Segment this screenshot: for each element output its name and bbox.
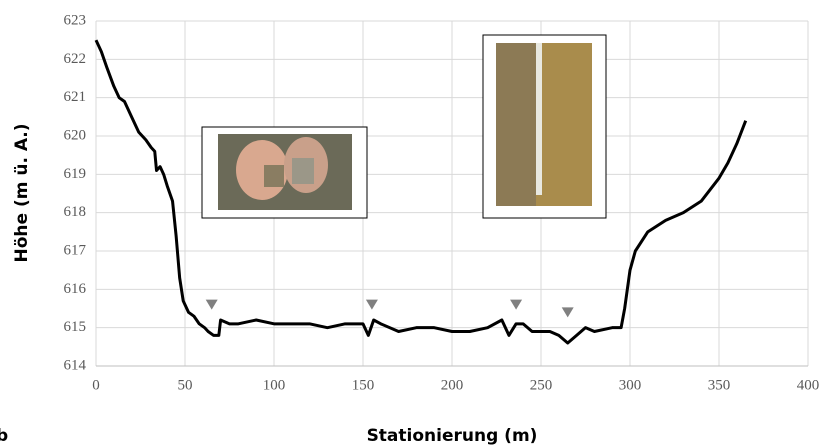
x-tick-label: 50 (178, 377, 193, 393)
y-tick-label: 614 (64, 357, 87, 373)
marker (366, 300, 378, 310)
panel-label: b (0, 426, 8, 446)
x-axis-label: Stationierung (m) (367, 426, 538, 446)
x-tick-label: 250 (530, 377, 553, 393)
y-tick-label: 621 (64, 89, 87, 105)
y-tick-label: 616 (64, 281, 87, 297)
profile-line (96, 40, 746, 343)
marker (206, 300, 218, 310)
y-tick-label: 618 (64, 204, 87, 220)
photo-hands (202, 127, 367, 218)
marker (510, 300, 522, 310)
y-tick-label: 623 (64, 12, 87, 28)
y-tick-label: 617 (64, 242, 87, 258)
y-tick-label: 615 (64, 319, 87, 335)
y-tick-label: 619 (64, 166, 87, 182)
photo-rod (483, 35, 606, 218)
x-tick-label: 150 (352, 377, 375, 393)
y-tick-label: 622 (64, 51, 87, 67)
plot-area: 614 615 616 617 618 619 620 621 622 623 0 50 100 150 2… (64, 12, 820, 393)
x-tick-label: 200 (441, 377, 464, 393)
marker (562, 307, 574, 317)
x-tick-label: 300 (619, 377, 642, 393)
x-tick-label: 0 (92, 377, 100, 393)
x-tick-label: 400 (797, 377, 820, 393)
x-tick-label: 350 (708, 377, 731, 393)
y-axis-label: Höhe (m ü. A.) (12, 123, 32, 262)
chart: Höhe (m ü. A.) Stationierung (m) b 61461… (0, 0, 827, 448)
x-tick-label: 100 (263, 377, 286, 393)
y-tick-label: 620 (64, 127, 87, 143)
